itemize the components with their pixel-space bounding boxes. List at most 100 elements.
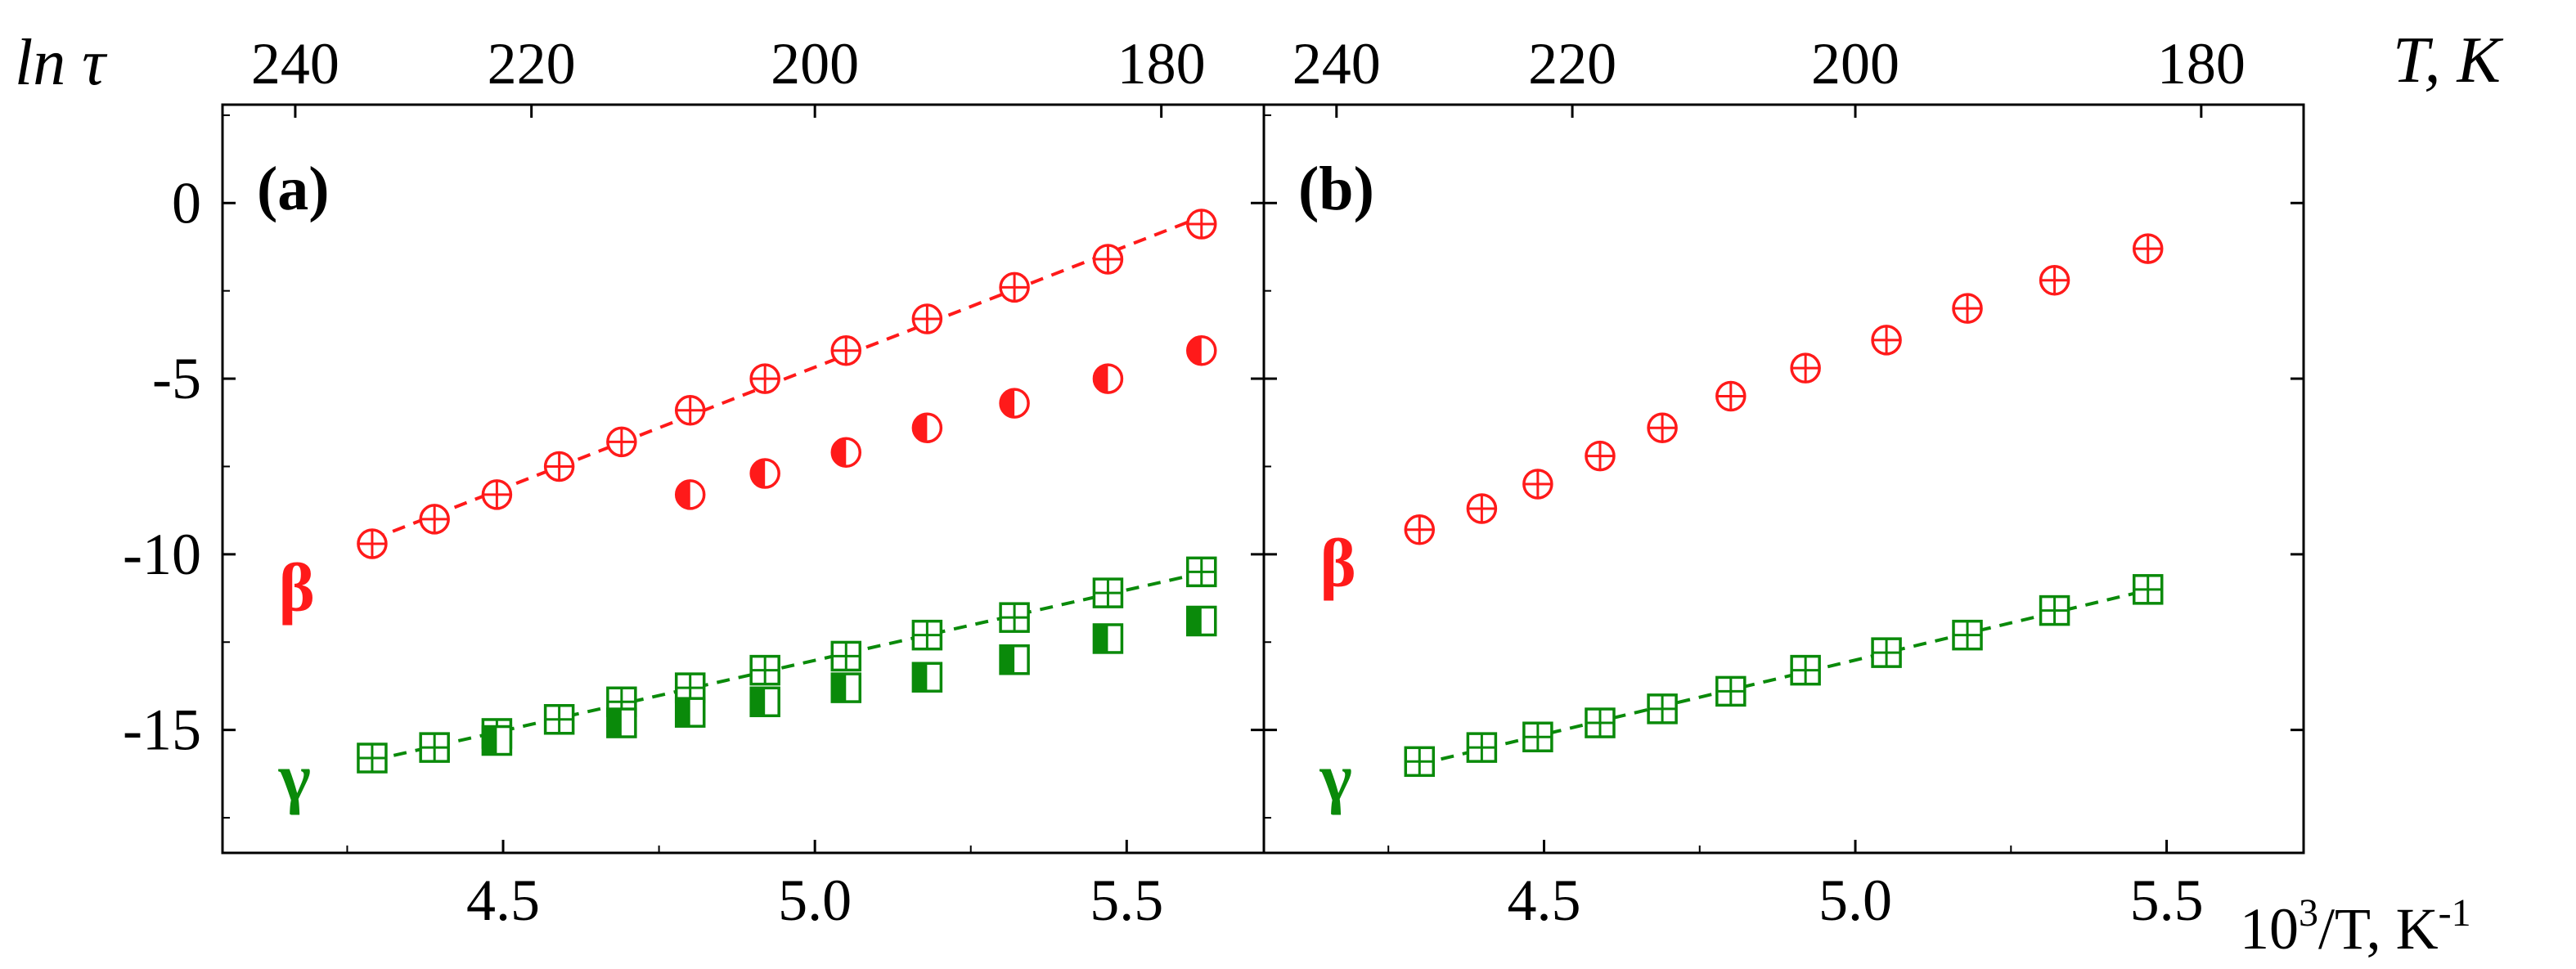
panel-b-series-1 bbox=[1404, 574, 2164, 778]
panel-a-point bbox=[1092, 363, 1124, 394]
panel-a-point bbox=[749, 686, 780, 718]
panel-a-point bbox=[481, 479, 513, 510]
panel-a-point bbox=[419, 732, 450, 763]
marker-fill bbox=[751, 460, 766, 488]
panel-b-x-tick-label: 5.5 bbox=[2130, 868, 2204, 933]
panel-b-series-0 bbox=[1404, 233, 2164, 545]
marker-fill bbox=[832, 674, 847, 702]
panel-a-fit-line bbox=[371, 215, 1203, 541]
panel-b-point bbox=[1790, 654, 1821, 686]
panel-a-point bbox=[749, 654, 780, 686]
panel-b-point bbox=[1466, 732, 1498, 763]
panel-b-point bbox=[1585, 440, 1616, 472]
panel-b-top-tick-label: 240 bbox=[1292, 31, 1381, 96]
panel-b-point bbox=[1871, 325, 1902, 356]
y-axis-title: ln τ bbox=[15, 27, 108, 99]
marker-fill bbox=[1187, 607, 1202, 635]
panel-a-point bbox=[674, 697, 706, 728]
panel-b-point bbox=[2132, 233, 2164, 264]
panel-a-series-1 bbox=[674, 334, 1217, 510]
marker-fill bbox=[913, 663, 928, 692]
panel-b-point bbox=[1404, 514, 1436, 545]
panel-a-point bbox=[999, 271, 1030, 303]
panel-a-x-tick-label: 5.0 bbox=[778, 868, 852, 933]
panel-b-frame bbox=[1262, 103, 2305, 855]
x-axis-title-sup2: -1 bbox=[2439, 891, 2471, 935]
panel-b-point bbox=[1647, 412, 1678, 443]
panel-a-point bbox=[543, 704, 575, 735]
panel-a-label: (a) bbox=[257, 155, 330, 223]
panel-b-point bbox=[1404, 746, 1436, 778]
marker-fill bbox=[1000, 645, 1015, 674]
panel-a-top-tick-label: 200 bbox=[771, 31, 859, 96]
panel-a-gamma-label: γ bbox=[278, 740, 311, 816]
panel-a: 4.5 5.0 5.5 240 220 200 180 0 -5 -10 -15 (a) β γ bbox=[123, 31, 1266, 933]
panel-b-x-tick-label: 4.5 bbox=[1507, 868, 1580, 933]
panel-b-point bbox=[1952, 619, 1983, 651]
marker-fill bbox=[913, 414, 928, 442]
panel-b-point bbox=[2039, 265, 2070, 296]
panel-b-point bbox=[1466, 493, 1498, 524]
panel-b-point bbox=[1522, 469, 1553, 500]
panel-b-x-tick-label: 5.0 bbox=[1818, 868, 1892, 933]
panel-a-point bbox=[999, 602, 1030, 633]
panel-a-point bbox=[1092, 244, 1124, 275]
x-axis-title-mid: /T, K bbox=[2318, 896, 2439, 962]
panel-b-point bbox=[1585, 707, 1616, 738]
panel-a-x-tick-label: 4.5 bbox=[466, 868, 540, 933]
marker-fill bbox=[1094, 624, 1108, 653]
panel-a-point bbox=[674, 394, 706, 426]
panel-a-top-tick-label: 220 bbox=[488, 31, 576, 96]
panel-a-point bbox=[543, 451, 575, 482]
marker-fill bbox=[483, 726, 497, 755]
marker-fill bbox=[1187, 336, 1202, 365]
panel-a-point bbox=[357, 528, 388, 559]
panel-a-point bbox=[1186, 605, 1217, 637]
panel-a-point bbox=[1186, 334, 1217, 366]
panel-a-y-tick-label: -15 bbox=[123, 698, 201, 763]
panel-b-top-tick-label: 220 bbox=[1528, 31, 1616, 96]
panel-a-point bbox=[999, 388, 1030, 419]
panel-a-point bbox=[357, 742, 388, 774]
panel-a-top-tick-label: 180 bbox=[1117, 31, 1206, 96]
panel-a-point bbox=[606, 707, 637, 738]
panel-a-point bbox=[911, 619, 943, 651]
panel-a-point bbox=[749, 458, 780, 489]
marker-fill bbox=[607, 709, 622, 738]
panel-a-point bbox=[911, 412, 943, 443]
panel-a-point bbox=[830, 437, 862, 469]
panel-a-y-tick-label: -10 bbox=[123, 522, 201, 587]
panel-b-point bbox=[1952, 293, 1983, 324]
panel-b-top-tick-label: 200 bbox=[1811, 31, 1899, 96]
marker-fill bbox=[1000, 389, 1015, 418]
panel-b-point bbox=[1871, 637, 1902, 668]
panel-b: 4.5 5.0 5.5 240 220 200 180 (b) β γ bbox=[1262, 31, 2305, 933]
panel-b-point bbox=[1647, 693, 1678, 725]
panel-a-point bbox=[830, 672, 862, 703]
panel-a-point bbox=[419, 504, 450, 535]
marker-fill bbox=[832, 438, 847, 467]
panel-a-point bbox=[1186, 209, 1217, 240]
panel-a-point bbox=[1186, 556, 1217, 588]
top-axis-title: T, K bbox=[2393, 25, 2504, 96]
panel-b-fit-line bbox=[1418, 588, 2149, 766]
panel-b-label: (b) bbox=[1298, 155, 1374, 223]
panel-a-y-tick-label: -5 bbox=[152, 346, 201, 411]
x-axis-title-base: 10 bbox=[2240, 896, 2299, 962]
panel-a-point bbox=[911, 662, 943, 693]
panel-a-top-tick-label: 240 bbox=[251, 31, 339, 96]
panel-b-gamma-label: γ bbox=[1319, 740, 1351, 816]
x-axis-title: 103/T, K-1 bbox=[2240, 891, 2471, 962]
panel-a-point bbox=[674, 479, 706, 510]
panel-b-point bbox=[1790, 352, 1821, 384]
panel-a-series-0 bbox=[357, 209, 1217, 559]
panel-a-point bbox=[999, 644, 1030, 675]
marker-fill bbox=[1094, 365, 1108, 393]
panel-a-beta-label: β bbox=[279, 550, 315, 626]
panel-b-top-tick-label: 180 bbox=[2157, 31, 2246, 96]
marker-fill bbox=[676, 698, 690, 727]
panel-a-y-tick-label: 0 bbox=[172, 170, 201, 236]
panel-b-point bbox=[2039, 594, 2070, 626]
panel-a-point bbox=[1092, 623, 1124, 654]
